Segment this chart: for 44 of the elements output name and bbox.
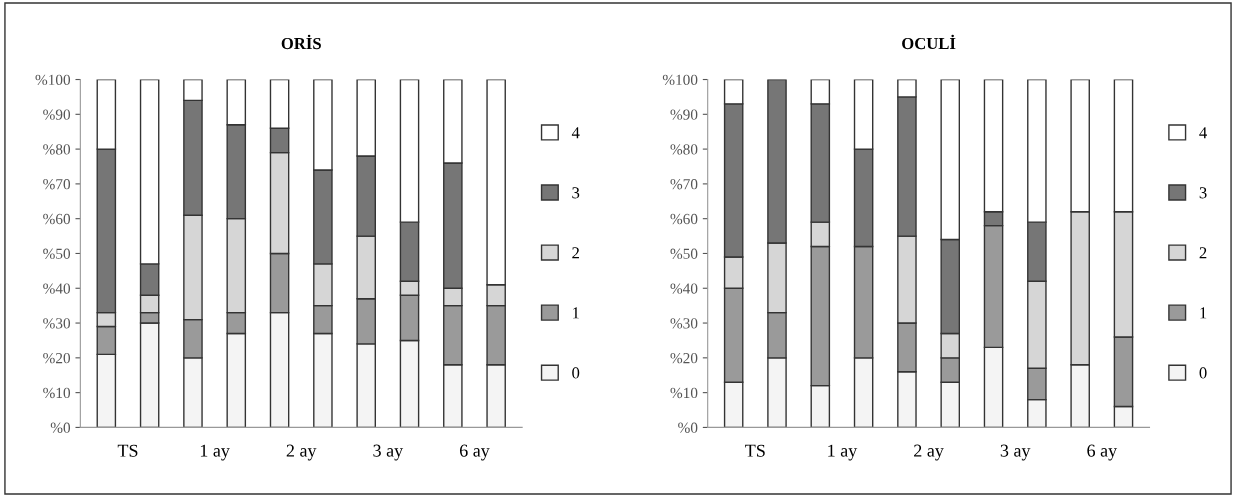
y-tick-label: %60 bbox=[43, 213, 71, 225]
y-tick-label: %30 bbox=[43, 318, 71, 329]
legend-label: 3 bbox=[1199, 187, 1207, 199]
y-tick-label: %30 bbox=[670, 318, 698, 329]
x-tick-label: 6 ay bbox=[1087, 444, 1118, 461]
legend-label: 0 bbox=[572, 367, 580, 379]
x-tick-label: TS bbox=[745, 444, 765, 457]
y-tick-label: %100 bbox=[35, 74, 71, 86]
legend-label: 0 bbox=[1199, 367, 1207, 379]
y-tick-label: %0 bbox=[50, 422, 71, 433]
y-tick-label: %80 bbox=[43, 144, 71, 155]
legend-label: 2 bbox=[572, 247, 579, 259]
y-tick-label: %60 bbox=[670, 213, 698, 225]
x-tick-label: 1 ay bbox=[828, 444, 858, 461]
y-tick-label: %40 bbox=[670, 283, 698, 294]
y-tick-label: %20 bbox=[43, 352, 71, 364]
x-tick-label: 1 ay bbox=[200, 444, 230, 461]
legend-label: 1 bbox=[573, 307, 579, 319]
x-tick-label: 3 ay bbox=[373, 444, 404, 461]
legend-label: 4 bbox=[571, 127, 580, 139]
x-tick-label: 2 ay bbox=[914, 444, 944, 461]
y-tick-label: %80 bbox=[670, 144, 698, 155]
y-tick-label: %90 bbox=[43, 109, 71, 120]
y-tick-label: %70 bbox=[43, 179, 71, 190]
y-tick-label: %70 bbox=[670, 179, 698, 190]
y-tick-label: %50 bbox=[43, 248, 71, 259]
x-tick-label: 2 ay bbox=[286, 444, 317, 461]
y-tick-label: %90 bbox=[670, 109, 698, 120]
legend-label: 3 bbox=[572, 187, 580, 199]
y-tick-label: %10 bbox=[43, 387, 71, 399]
x-tick-label: TS bbox=[117, 444, 138, 457]
y-tick-label: %10 bbox=[670, 387, 698, 399]
y-tick-label: %0 bbox=[678, 422, 698, 433]
legend-label: 4 bbox=[1199, 127, 1207, 139]
x-tick-label: 3 ay bbox=[1000, 444, 1031, 461]
y-tick-label: %100 bbox=[662, 74, 698, 86]
y-tick-label: %40 bbox=[43, 283, 71, 294]
x-tick-label: 6 ay bbox=[459, 444, 490, 461]
legend-label: 1 bbox=[1200, 307, 1207, 319]
chart-title: ORİS bbox=[281, 34, 321, 50]
y-tick-label: %50 bbox=[670, 248, 698, 259]
y-tick-label: %20 bbox=[670, 352, 698, 364]
chart-title: OCULİ bbox=[902, 34, 956, 50]
legend-label: 2 bbox=[1199, 247, 1207, 259]
